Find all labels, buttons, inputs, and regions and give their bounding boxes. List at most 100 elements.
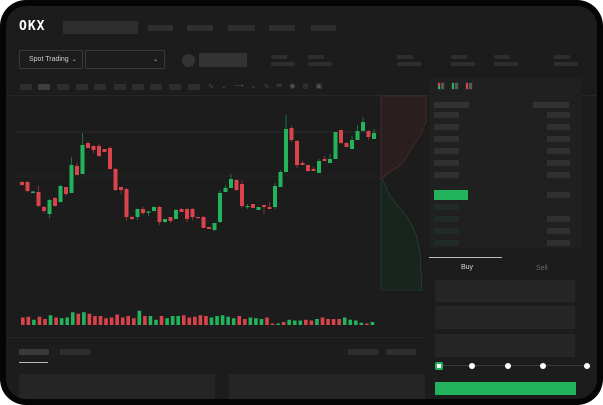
chevron-down-icon[interactable]: ⌄ [220,83,227,90]
order-book-cell [434,204,459,210]
tab-order-history[interactable] [60,349,90,355]
total-input[interactable] [435,334,575,357]
nav-item[interactable] [148,25,173,31]
price-display [199,53,247,67]
volume-bar [170,316,175,325]
candle [207,227,211,229]
candle [36,186,41,207]
candle-body [251,204,255,208]
volume-bar [48,315,53,325]
slider-stop[interactable] [505,363,511,369]
book-asks-icon[interactable] [465,82,473,90]
candle [361,117,365,131]
candle [201,216,206,228]
candle [91,145,96,153]
candle [25,181,30,192]
volume-bars [21,310,375,325]
slider-handle[interactable] [435,362,443,370]
slider-stop[interactable] [540,363,546,369]
timeframe-button[interactable] [114,84,126,90]
stat-value [308,62,332,66]
nav-item[interactable] [187,25,213,31]
timeframe-button[interactable] [132,84,144,90]
timeframe-button[interactable] [38,84,50,90]
timeframe-button[interactable] [76,84,88,90]
settings-icon[interactable]: ◎ [302,83,309,90]
price-input[interactable] [435,280,575,302]
buy-button[interactable] [435,382,576,395]
ruler-icon[interactable]: ✏ [276,83,283,90]
candle [262,205,266,214]
volume-bar [26,316,31,325]
volume-bar [226,316,230,325]
timeframe-button[interactable] [20,84,32,90]
book-bids-icon[interactable] [451,82,459,90]
filter-button[interactable] [348,349,378,355]
candle-body [86,143,90,148]
nav-item[interactable] [269,25,295,31]
book-both-icon[interactable] [437,82,445,90]
slider-stop[interactable] [469,363,475,369]
indicator-icon[interactable]: ∿ [208,83,214,90]
okx-logo[interactable]: OKX [19,19,46,34]
volume-bar [154,319,158,325]
candle-body [20,182,24,185]
order-book-cell [434,148,459,154]
candle [350,136,354,149]
candle [102,149,107,152]
candles [20,115,376,231]
candle-body [245,206,250,208]
chevron-down-icon[interactable]: ⌄ [250,83,257,90]
chart-tools: ∿ ⌄ ⟶ ⌄ ∿ ✏ ◉ ◎ ▣ [208,82,322,90]
volume-bar [315,319,319,325]
candle-body [262,205,266,207]
timeframe-button[interactable] [94,84,106,90]
pair-selector[interactable]: ⌄ [85,50,165,69]
volume-bar [248,317,253,325]
app-screen: OKX Spot Trading ⌄ ⌄ ∿ ⌄ ⟶ ⌄ ∿ ✏ ◉ ◎ ▣ [6,6,597,399]
timeframe-button[interactable] [188,84,200,90]
volume-bar [181,315,186,325]
amount-input[interactable] [435,306,575,329]
nav-item[interactable] [228,25,255,31]
volume-bar [237,316,242,325]
coin-icon [182,54,195,67]
volume-bar [21,317,25,325]
tab-buy[interactable]: Buy [461,264,474,271]
camera-icon[interactable]: ◉ [289,83,296,90]
candlestick-chart[interactable] [6,6,597,336]
market-selector-label: Spot Trading [29,56,69,63]
candle [108,146,112,170]
timeframe-button[interactable] [57,84,69,90]
draw-icon[interactable]: ⟶ [233,83,244,90]
market-selector[interactable]: Spot Trading ⌄ [19,50,83,69]
stat-label [451,55,467,59]
order-book-cell [434,112,459,118]
percentage-slider-track[interactable] [439,365,587,366]
candle-body [300,163,305,165]
timeframe-button[interactable] [150,84,162,90]
timeframe-button[interactable] [169,84,181,90]
slider-stop[interactable] [584,363,590,369]
candle-body [240,184,244,206]
stat-value [397,62,421,66]
stat-value [271,62,295,66]
orders-panel [19,374,215,399]
candle-body [366,131,371,137]
candle-body [69,165,74,193]
candle [223,185,228,192]
candle [119,187,123,194]
wave-icon[interactable]: ∿ [263,83,270,90]
candle-body [317,161,321,173]
candle [311,167,316,171]
volume-bar [276,323,280,325]
volume-bar [143,316,147,325]
fullscreen-icon[interactable]: ▣ [315,83,323,90]
filter-button[interactable] [386,349,416,355]
search-bar[interactable] [63,21,138,34]
stat-label [397,55,413,59]
tab-open-orders[interactable] [19,349,49,355]
nav-item[interactable] [311,25,336,31]
tab-sell[interactable]: Sell [536,265,548,272]
order-book-cell [547,124,570,130]
